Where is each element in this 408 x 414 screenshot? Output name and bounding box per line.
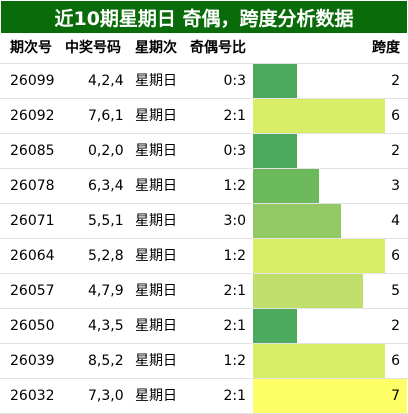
cell-issue: 26039 — [10, 353, 55, 369]
cell-span: 6 — [391, 248, 400, 264]
cell-weekday: 星期日 — [135, 108, 177, 124]
span-bar — [253, 204, 341, 238]
header-issue: 期次号 — [10, 40, 52, 56]
table-row: 26032 7,3,0 星期日 2:1 7 — [0, 379, 408, 414]
table-body: 26099 4,2,4 星期日 0:3 2 26092 7,6,1 星期日 2:1 6 26085 0… — [0, 64, 408, 414]
cell-weekday: 星期日 — [135, 353, 177, 369]
cell-number: 6,3,4 — [88, 178, 124, 194]
cell-number: 7,3,0 — [88, 388, 124, 404]
table-row: 26071 5,5,1 星期日 3:0 4 — [0, 204, 408, 239]
cell-number: 4,2,4 — [88, 73, 124, 89]
cell-ratio: 2:1 — [223, 283, 246, 299]
cell-weekday: 星期日 — [135, 213, 177, 229]
cell-number: 5,5,1 — [88, 213, 124, 229]
header-weekday: 星期次 — [135, 40, 177, 56]
span-bar — [253, 309, 297, 343]
cell-ratio: 0:3 — [223, 73, 246, 89]
span-bar — [253, 169, 319, 203]
table-row: 26085 0,2,0 星期日 0:3 2 — [0, 134, 408, 169]
cell-weekday: 星期日 — [135, 178, 177, 194]
cell-issue: 26057 — [10, 283, 55, 299]
cell-weekday: 星期日 — [135, 73, 177, 89]
cell-number: 4,3,5 — [88, 318, 124, 334]
cell-issue: 26078 — [10, 178, 55, 194]
cell-issue: 26099 — [10, 73, 55, 89]
span-bar — [253, 239, 385, 273]
header-number: 中奖号码 — [65, 40, 121, 56]
table-row: 26057 4,7,9 星期日 2:1 5 — [0, 274, 408, 309]
cell-number: 4,7,9 — [88, 283, 124, 299]
cell-number: 8,5,2 — [88, 353, 124, 369]
cell-span: 3 — [391, 178, 400, 194]
cell-span: 7 — [391, 388, 400, 404]
cell-ratio: 0:3 — [223, 143, 246, 159]
table-row: 26099 4,2,4 星期日 0:3 2 — [0, 64, 408, 99]
cell-weekday: 星期日 — [135, 248, 177, 264]
cell-ratio: 3:0 — [223, 213, 246, 229]
cell-issue: 26064 — [10, 248, 55, 264]
cell-issue: 26092 — [10, 108, 55, 124]
cell-issue: 26050 — [10, 318, 55, 334]
table-row: 26078 6,3,4 星期日 1:2 3 — [0, 169, 408, 204]
cell-number: 0,2,0 — [88, 143, 124, 159]
span-bar — [253, 99, 385, 133]
cell-span: 4 — [391, 213, 400, 229]
cell-ratio: 1:2 — [223, 353, 246, 369]
cell-ratio: 2:1 — [223, 318, 246, 334]
cell-issue: 26032 — [10, 388, 55, 404]
cell-weekday: 星期日 — [135, 143, 177, 159]
cell-issue: 26085 — [10, 143, 55, 159]
cell-span: 2 — [391, 73, 400, 89]
cell-ratio: 2:1 — [223, 108, 246, 124]
cell-number: 5,2,8 — [88, 248, 124, 264]
cell-issue: 26071 — [10, 213, 55, 229]
span-bar — [253, 274, 363, 308]
cell-ratio: 1:2 — [223, 248, 246, 264]
header-ratio: 奇偶号比 — [190, 40, 246, 56]
cell-span: 6 — [391, 353, 400, 369]
cell-number: 7,6,1 — [88, 108, 124, 124]
header-span: 跨度 — [372, 40, 400, 56]
page-title: 近10期星期日 奇偶，跨度分析数据 — [1, 1, 407, 33]
table-row: 26050 4,3,5 星期日 2:1 2 — [0, 309, 408, 344]
cell-span: 2 — [391, 318, 400, 334]
table-row: 26092 7,6,1 星期日 2:1 6 — [0, 99, 408, 134]
table-row: 26039 8,5,2 星期日 1:2 6 — [0, 344, 408, 379]
cell-span: 5 — [391, 283, 400, 299]
cell-weekday: 星期日 — [135, 388, 177, 404]
span-bar — [253, 379, 407, 413]
cell-weekday: 星期日 — [135, 283, 177, 299]
table-header: 期次号 中奖号码 星期次 奇偶号比 跨度 — [0, 33, 408, 64]
table-row: 26064 5,2,8 星期日 1:2 6 — [0, 239, 408, 274]
span-bar — [253, 134, 297, 168]
cell-ratio: 2:1 — [223, 388, 246, 404]
cell-span: 2 — [391, 143, 400, 159]
span-bar — [253, 344, 385, 378]
cell-span: 6 — [391, 108, 400, 124]
cell-ratio: 1:2 — [223, 178, 246, 194]
cell-weekday: 星期日 — [135, 318, 177, 334]
span-bar — [253, 64, 297, 98]
